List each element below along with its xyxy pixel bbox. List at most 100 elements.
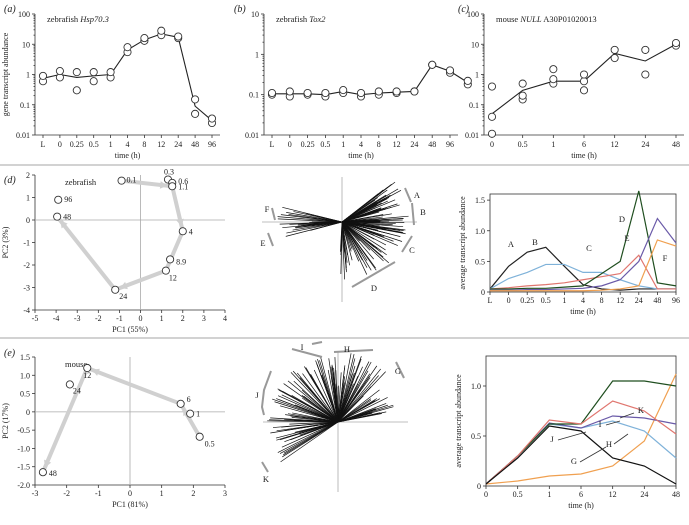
x-tick-label-b: L (270, 140, 275, 149)
data-point-a (106, 68, 115, 77)
x-tick-label-a: 8 (142, 140, 146, 149)
y-tick-label-d_pca: -1 (23, 239, 30, 248)
series-line-d_avg-E (490, 217, 677, 291)
series-label-e_avg-G: G (571, 456, 577, 466)
y-tick-label-c: 0.1 (469, 101, 479, 110)
cluster-label-d_bi: F (265, 204, 270, 214)
loading-vector-e_bi (277, 395, 339, 423)
x-tick-label-c: 48 (672, 140, 680, 149)
loading-vector-d_bi (341, 201, 377, 223)
y-tick-label-e_pca: 0 (26, 408, 30, 417)
x-tick-label-e_pca: 0 (128, 489, 132, 498)
data-point-c (579, 70, 589, 79)
x-tick-label-b: 1 (341, 140, 345, 149)
y-tick-label-d_pca: -3 (23, 284, 30, 293)
cluster-label-e_bi: H (344, 344, 350, 354)
pca-point-d_pca (54, 195, 63, 204)
loading-vector-e_bi (269, 419, 339, 423)
loading-vector-e_bi (337, 370, 369, 423)
series-leader-e_avg (579, 446, 607, 463)
loading-vector-e_bi (331, 364, 339, 423)
trajectory-arrowhead-d_pca (159, 181, 168, 189)
loading-vector-e_bi (327, 369, 339, 423)
series-line-e_avg-J (485, 380, 677, 485)
data-point-c (518, 91, 527, 100)
pca-point-e_pca (195, 432, 204, 441)
x-tick-label-b: 0.5 (320, 140, 330, 149)
x-tick-label-d_pca: 3 (202, 314, 206, 323)
trajectory-arrowhead-d_pca (60, 220, 68, 229)
x-tick-label-e_pca: -3 (32, 489, 39, 498)
cluster-label-e_bi: K (263, 474, 270, 484)
loading-vector-d_bi (341, 221, 396, 224)
x-tick-label-e_avg: 48 (672, 490, 680, 499)
x-tick-label-e_pca: -2 (63, 489, 70, 498)
y-tick-label-a: 0.1 (20, 101, 30, 110)
x-tick-label-e_pca: -1 (95, 489, 102, 498)
series-label-e_avg-J: J (550, 434, 554, 444)
mean-line-b (272, 64, 469, 96)
loading-vector-e_bi (337, 366, 363, 423)
x-axis-label-a: time (h) (115, 151, 141, 160)
loading-vector-d_bi (341, 221, 345, 280)
x-axis-label-e_avg: time (h) (568, 501, 594, 510)
plot-frame-e_avg (485, 355, 677, 487)
series-label-d_avg-A: A (508, 239, 515, 249)
loading-vector-d_bi (282, 206, 343, 223)
series-line-e_avg-K (485, 400, 677, 485)
series-line-e_avg-L (485, 425, 677, 485)
data-point-a (38, 71, 48, 80)
x-tick-label-d_avg: 24 (635, 296, 643, 305)
data-point-a (174, 32, 183, 41)
pca-point-label-d_pca: 8.9 (176, 257, 186, 266)
data-point-a (72, 68, 81, 77)
loading-vector-e_bi (287, 380, 339, 423)
pca-point-d_pca (161, 266, 170, 275)
cluster-bracket-d_bi (351, 261, 396, 288)
loading-vector-e_bi (337, 404, 389, 423)
trajectory-arrow-e_pca (40, 365, 90, 475)
loading-vector-d_bi (341, 221, 347, 268)
y-axis-label-e_pca: PC2 (17%) (1, 403, 10, 439)
loading-vector-e_bi (337, 389, 380, 423)
loading-vector-d_bi (292, 221, 343, 231)
x-tick-label-c: 0 (490, 140, 494, 149)
x-tick-label-b: 48 (428, 140, 436, 149)
data-point-c (641, 45, 650, 54)
loading-vector-e_bi (299, 421, 339, 436)
x-tick-label-a: 12 (157, 140, 165, 149)
cluster-label-e_bi: J (255, 390, 259, 400)
data-point-c (487, 112, 497, 121)
x-tick-label-b: 24 (410, 140, 418, 149)
x-tick-label-d_avg: 0.5 (541, 296, 551, 305)
loading-vector-d_bi (341, 208, 386, 223)
x-tick-label-d_pca: 0 (139, 314, 143, 323)
loading-vector-e_bi (279, 405, 339, 423)
data-point-c (641, 70, 650, 79)
pca-point-d_pca (178, 227, 187, 236)
y-tick-label-d_avg: 0 (481, 288, 485, 297)
trajectory-arrowhead-e_pca (91, 368, 100, 376)
x-tick-label-a: 48 (191, 140, 199, 149)
loading-vector-e_bi (301, 395, 339, 423)
loading-vector-d_bi (341, 221, 368, 275)
y-tick-label-a: 0.01 (16, 131, 30, 140)
pca-point-d_pca (117, 176, 126, 185)
loading-vector-d_bi (341, 221, 406, 235)
loading-vector-d_bi (341, 221, 353, 250)
loading-vector-e_bi (296, 372, 339, 423)
pca-point-label-d_pca: 0.1 (127, 176, 137, 185)
y-tick-label-d_avg: 0.5 (475, 257, 485, 266)
y-tick-label-d_pca: 0 (26, 216, 30, 225)
x-tick-label-d_avg: 96 (672, 296, 680, 305)
plot-frame-d_avg (489, 193, 677, 293)
x-axis-label-b: time (h) (348, 151, 374, 160)
data-point-a (207, 114, 217, 123)
y-tick-label-a: 10 (22, 40, 30, 49)
x-tick-label-d_avg: 0 (507, 296, 511, 305)
loading-vector-d_bi (341, 219, 381, 223)
loading-vector-e_bi (281, 421, 339, 428)
y-tick-label-d_pca: 2 (26, 171, 30, 180)
cluster-bracket-d_bi (404, 187, 412, 203)
x-tick-label-b: 8 (377, 140, 381, 149)
